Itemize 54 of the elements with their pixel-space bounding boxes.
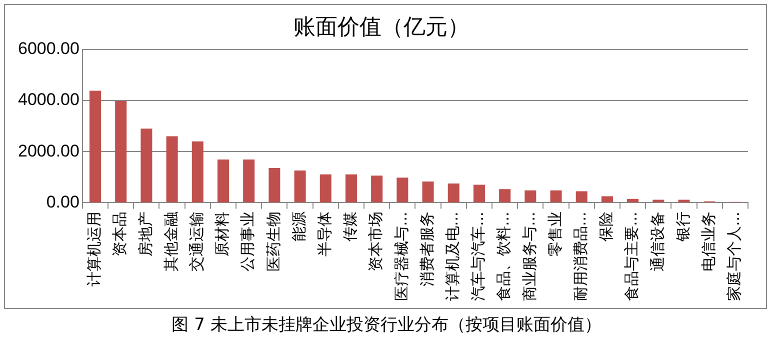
bar [294,170,306,202]
bar [627,198,639,202]
bar [115,101,127,202]
x-tick-label: 银行 [674,212,692,243]
x-tick-label: 半导体 [316,212,334,257]
bar [576,191,588,202]
y-tick-label: 4000.00 [18,90,80,110]
x-tick-label: 商业服务与... [520,212,538,302]
x-tick-label: 公用事业 [238,212,257,272]
x-tick-label: 医药生物 [264,212,282,272]
x-tick-label: 家庭与个人... [725,212,744,302]
x-tick-label: 汽车与汽车... [469,212,488,302]
bar [345,174,357,202]
bar [217,160,229,202]
x-tick-label: 传媒 [341,212,360,242]
y-tick-label: 0.00 [46,192,80,212]
bar [550,190,562,202]
x-tick-label: 医疗器械与... [392,212,410,302]
bar [601,196,613,202]
x-tick-label: 电信业务 [699,212,718,272]
x-tick-label: 其他金融 [162,212,180,272]
bar [448,184,460,202]
x-tick-label: 资本市场 [366,212,385,272]
caption: 图 7 未上市未挂牌企业投资行业分布（按项目账面价值） [170,314,602,337]
x-tick-label: 零售业 [546,212,564,257]
x-tick-label: 计算机及电... [444,212,462,302]
y-tick-label: 6000.00 [18,39,80,58]
x-tick-label: 保险 [597,212,616,242]
bar [422,181,434,202]
bar [473,184,485,202]
bar [524,190,536,202]
x-tick-label: 交通运输 [188,212,206,272]
x-tick-label: 资本品 [110,212,129,257]
x-tick-label: 耐用消费品... [572,212,590,302]
x-tick-label: 房地产 [136,212,154,257]
bar [140,128,152,202]
bar [396,178,408,202]
x-tick-label: 消费者服务 [418,212,436,287]
x-tick-label: 原材料 [213,212,232,257]
bar [243,160,255,202]
x-tick-label: 食品、饮料... [494,212,513,302]
bar [192,141,204,202]
chart-title: 账面价值（亿元） [294,14,470,40]
bar [499,189,511,202]
x-tick-label: 能源 [290,212,308,242]
bar [268,168,280,202]
bar [89,90,102,202]
bar [320,174,332,202]
x-tick-label: 食品与主要... [622,212,641,302]
x-tick-label: 计算机运用 [85,212,104,287]
y-tick-label: 2000.00 [18,141,80,160]
bar [371,176,383,202]
bar [166,136,178,202]
x-tick-label: 通信设备 [648,212,666,272]
